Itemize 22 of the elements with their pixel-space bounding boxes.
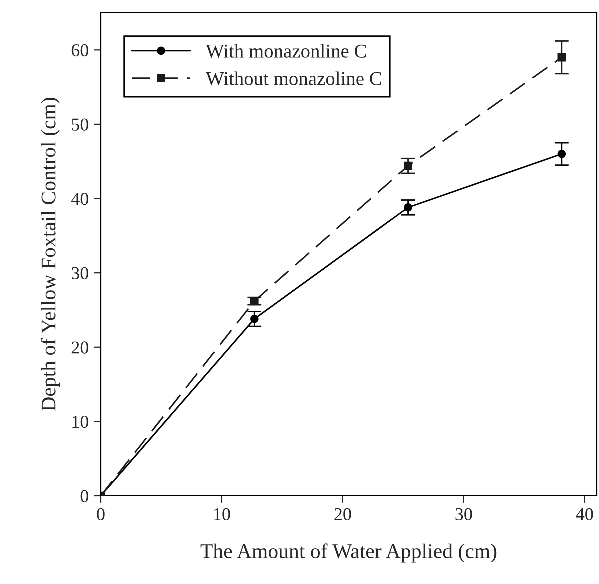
legend-label: Without monazoline C: [206, 72, 382, 86]
y-tick-label: 10: [72, 416, 89, 428]
x-tick-label: 40: [576, 508, 594, 521]
x-axis-title: The Amount of Water Applied (cm): [200, 544, 497, 563]
y-tick-label: 0: [80, 490, 89, 502]
y-tick-label: 50: [72, 118, 89, 131]
point: [250, 314, 259, 324]
y-axis-title: Depth of Yellow Foxtail Control (cm): [40, 98, 60, 412]
y-tick-label: 30: [72, 267, 89, 280]
point: [404, 162, 412, 170]
point: [558, 53, 566, 62]
legend-label: With monazonline C: [206, 44, 366, 58]
y-tick-label: 20: [72, 342, 89, 354]
x-tick-label: 10: [214, 508, 230, 521]
x-tick-label: 0: [97, 508, 105, 521]
x-tick-label: 20: [334, 508, 352, 521]
point: [404, 204, 412, 212]
x-tick-label: 30: [456, 508, 472, 521]
point: [558, 150, 566, 158]
y-tick-label: 60: [72, 44, 89, 57]
point: [250, 297, 259, 306]
y-tick-label: 40: [71, 193, 89, 206]
